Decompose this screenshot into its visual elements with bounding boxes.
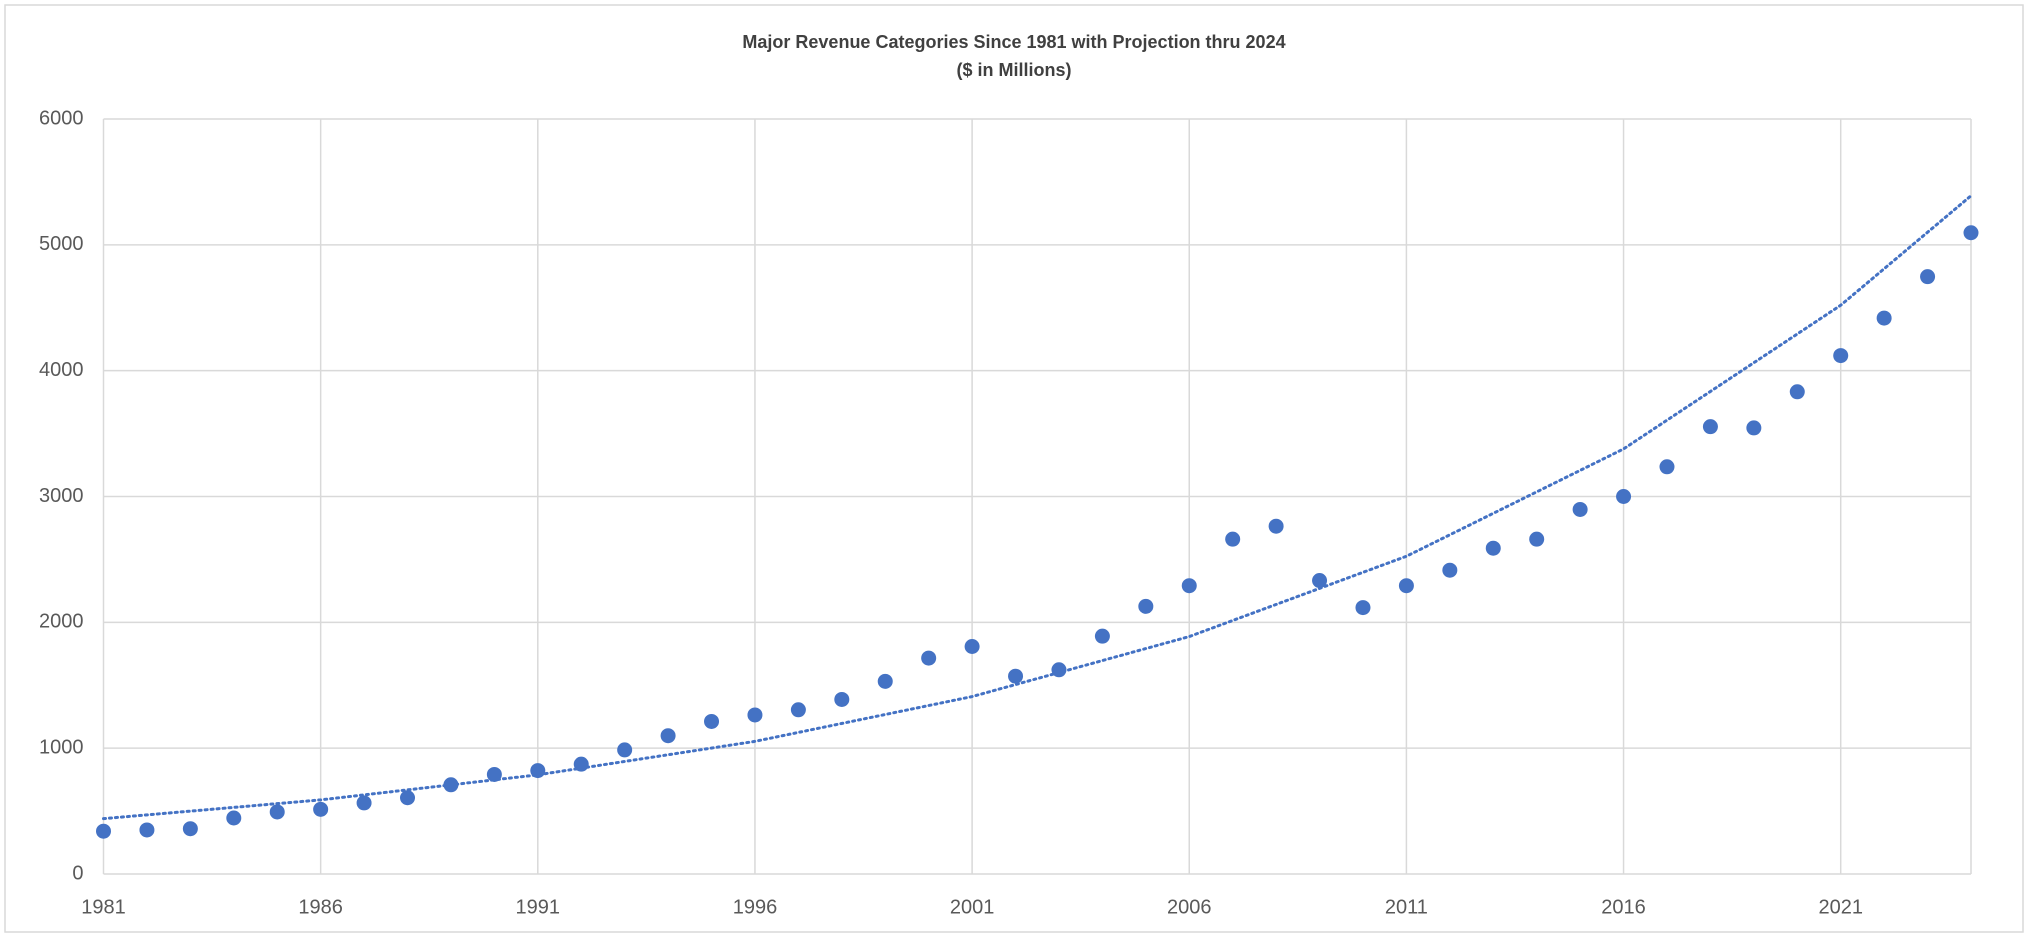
point bbox=[617, 742, 633, 758]
point bbox=[834, 691, 850, 707]
point bbox=[356, 795, 372, 811]
point bbox=[790, 702, 806, 718]
point bbox=[573, 756, 589, 772]
y-tick-label: 5000 bbox=[39, 233, 84, 255]
point bbox=[1876, 310, 1892, 326]
point bbox=[1398, 578, 1414, 594]
point bbox=[139, 822, 155, 838]
point bbox=[1008, 668, 1024, 684]
point bbox=[182, 821, 198, 837]
point bbox=[486, 766, 502, 782]
point bbox=[660, 728, 676, 744]
point bbox=[1702, 419, 1718, 435]
point bbox=[1616, 489, 1632, 504]
point bbox=[443, 777, 459, 793]
y-tick-label: 6000 bbox=[39, 107, 84, 129]
point bbox=[1094, 628, 1110, 644]
point bbox=[530, 763, 546, 779]
x-tick-label: 2011 bbox=[1385, 896, 1428, 918]
point bbox=[747, 707, 763, 723]
x-tick-label: 2001 bbox=[950, 896, 995, 918]
point bbox=[1051, 662, 1067, 678]
point bbox=[400, 790, 416, 806]
point bbox=[313, 801, 329, 817]
point bbox=[1659, 459, 1675, 475]
point bbox=[1485, 540, 1501, 556]
y-tick-label: 4000 bbox=[39, 359, 84, 381]
point bbox=[1920, 269, 1936, 285]
point bbox=[1355, 600, 1371, 616]
trendline bbox=[102, 194, 1973, 821]
point bbox=[1746, 420, 1762, 436]
point bbox=[704, 713, 720, 729]
x-tick-label: 2016 bbox=[1601, 896, 1646, 918]
point bbox=[1963, 225, 1979, 241]
y-tick-label: 3000 bbox=[39, 485, 84, 507]
chart-subtitle: ($ in Millions) bbox=[957, 60, 1072, 80]
point bbox=[1789, 384, 1805, 400]
point bbox=[1268, 518, 1284, 534]
point bbox=[1442, 562, 1458, 578]
point bbox=[1833, 348, 1849, 364]
x-tick-label: 2006 bbox=[1167, 896, 1212, 918]
point bbox=[269, 804, 285, 820]
x-tick-label: 2021 bbox=[1818, 896, 1863, 918]
point bbox=[1138, 598, 1154, 614]
point bbox=[1312, 573, 1328, 589]
chart-border bbox=[4, 4, 2024, 933]
point bbox=[96, 823, 111, 839]
point bbox=[964, 638, 980, 654]
x-tick-label: 1991 bbox=[516, 896, 561, 918]
point bbox=[1529, 531, 1545, 547]
point bbox=[1572, 501, 1588, 517]
point bbox=[921, 650, 937, 666]
point bbox=[1181, 578, 1197, 594]
point bbox=[1225, 531, 1241, 547]
chart-title: Major Revenue Categories Since 1981 with… bbox=[742, 32, 1285, 52]
point bbox=[226, 810, 242, 826]
y-tick-label: 1000 bbox=[39, 736, 84, 758]
point bbox=[877, 673, 893, 689]
x-tick-label: 1986 bbox=[298, 896, 343, 918]
y-tick-label: 0 bbox=[72, 862, 83, 884]
x-tick-label: 1981 bbox=[81, 896, 126, 918]
y-tick-label: 2000 bbox=[39, 611, 84, 633]
x-tick-label: 1996 bbox=[733, 896, 778, 918]
